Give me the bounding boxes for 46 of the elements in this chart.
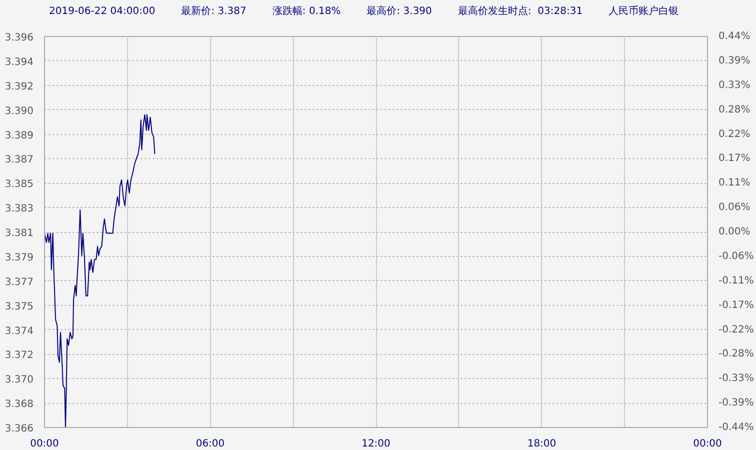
text: 最高价发生时点: 03:28:31	[458, 6, 583, 17]
y-tick-label: 3.381	[4, 228, 34, 239]
x-tick-label: 06:00	[196, 438, 225, 450]
y-tick-label: 3.370	[4, 374, 34, 386]
y2-tick-label: 0.17%	[718, 153, 750, 164]
text: 最高价: 3.390	[366, 6, 432, 17]
chart-title: 2019-06-22 04:00:00	[49, 6, 156, 17]
y2-tick-label: 0.06%	[718, 202, 750, 214]
y2-tick-label: 0.33%	[718, 80, 750, 91]
x-tick-label: 00:00	[30, 438, 59, 450]
y-tick-label: 3.394	[4, 56, 34, 68]
y-tick-label: 3.385	[4, 179, 34, 190]
y-tick-label: 3.389	[4, 130, 34, 142]
y2-tick-label: 0.39%	[718, 55, 750, 66]
text: 人民币账户白银	[608, 6, 679, 17]
y-tick-label: 3.377	[4, 276, 34, 288]
y2-tick-label: -0.28%	[718, 348, 754, 360]
y-tick-label: 3.396	[4, 32, 34, 44]
y2-tick-label: -0.39%	[718, 398, 754, 409]
y-tick-label: 3.383	[4, 204, 34, 215]
y2-tick-label: 0.11%	[718, 178, 750, 189]
y-tick-label: 3.392	[4, 81, 34, 92]
y2-tick-label: -0.11%	[718, 275, 754, 286]
y2-tick-label: -0.44%	[718, 422, 754, 433]
text: 涨跌幅: 0.18%	[272, 6, 341, 17]
x-tick-label: 12:00	[362, 438, 390, 450]
x-tick-label: 00:00	[693, 438, 722, 450]
y2-tick-label: 0.00%	[718, 226, 750, 238]
x-tick-label: 18:00	[527, 438, 556, 450]
y-tick-label: 3.390	[4, 106, 34, 117]
y-tick-label: 3.372	[4, 350, 34, 362]
y-tick-label: 3.368	[4, 399, 34, 410]
line-series	[44, 114, 156, 428]
y-tick-label: 3.387	[4, 154, 34, 166]
y-tick-label: 3.379	[4, 252, 34, 264]
y2-tick-label: -0.33%	[718, 373, 754, 384]
text: 最新价: 3.387	[181, 6, 246, 17]
y-tick-label: 3.374	[4, 326, 34, 337]
y-tick-label: 3.375	[4, 301, 34, 312]
y2-tick-label: 0.44%	[718, 31, 750, 42]
y2-tick-label: -0.17%	[718, 300, 754, 311]
y-tick-label: 3.366	[4, 424, 34, 434]
y2-tick-label: -0.22%	[718, 324, 754, 336]
y2-tick-label: 0.22%	[718, 128, 750, 140]
y2-tick-label: 0.28%	[718, 104, 750, 116]
y2-tick-label: -0.06%	[718, 250, 754, 262]
